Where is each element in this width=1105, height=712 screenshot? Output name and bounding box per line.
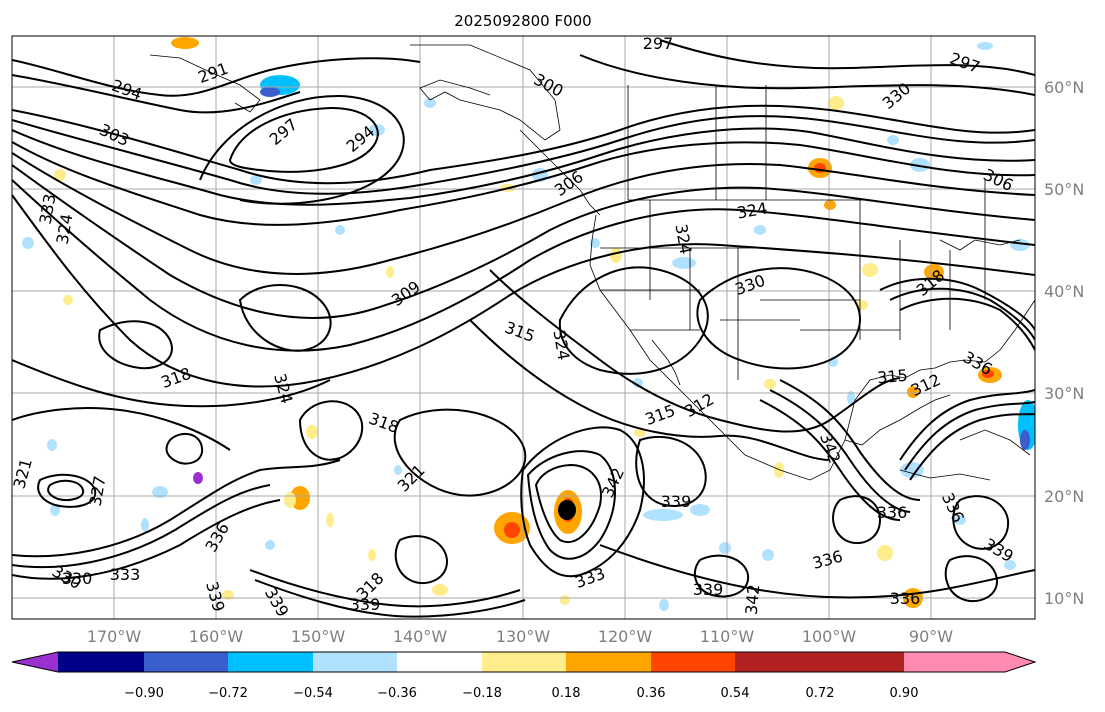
- lat-label: 30°N: [1044, 384, 1084, 403]
- contour-label: 333: [110, 565, 141, 584]
- contour-label: 339: [661, 492, 692, 511]
- colorbar-segment: [566, 652, 651, 672]
- colorbar-tick-label: −0.54: [293, 686, 333, 701]
- lat-label: 40°N: [1044, 282, 1084, 301]
- contour-label: 339: [350, 595, 381, 614]
- colorbar-outline: [11, 651, 1037, 673]
- colorbar-extend-right: [904, 652, 1035, 672]
- colorbar-tick-label: 0.18: [552, 686, 581, 701]
- colorbar-segment: [651, 652, 735, 672]
- colorbar-segment: [735, 652, 820, 672]
- plot-area: 297 291 294 300 303 297 294 333 324 309 …: [10, 34, 1035, 619]
- colorbar-tick-label: −0.18: [462, 686, 502, 701]
- contour-label: 342: [742, 583, 764, 615]
- map-frame: [11, 35, 1036, 620]
- colorbar-tick-label: −0.90: [124, 686, 164, 701]
- colorbar-segment: [820, 652, 904, 672]
- colorbar-segment: [228, 652, 313, 672]
- colorbar-segment: [313, 652, 397, 672]
- lat-label: 20°N: [1044, 487, 1084, 506]
- colorbar-tick-label: 0.90: [890, 686, 919, 701]
- map-title: 2025092800 F000: [454, 12, 591, 30]
- contour-label: 321: [10, 456, 36, 490]
- latitude-labels: 60°N 50°N 40°N 30°N 20°N 10°N: [1044, 78, 1084, 608]
- colorbar-segment: [144, 652, 228, 672]
- contour-label: 315: [876, 366, 908, 388]
- colorbar: −0.90 −0.72 −0.54 −0.36 −0.18 0.18 0.36 …: [11, 651, 1037, 701]
- contour-label: 297: [643, 34, 674, 53]
- lat-label: 60°N: [1044, 78, 1084, 97]
- lon-label: 140°W: [393, 627, 448, 646]
- lat-label: 50°N: [1044, 180, 1084, 199]
- contours: [12, 39, 1035, 618]
- colorbar-segment: [58, 652, 144, 672]
- lon-label: 130°W: [496, 627, 551, 646]
- colorbar-tick-label: −0.72: [208, 686, 248, 701]
- contour-label: 330: [62, 569, 93, 588]
- contour-label: 336: [890, 589, 921, 608]
- lat-label: 10°N: [1044, 589, 1084, 608]
- longitude-labels: 170°W 160°W 150°W 140°W 130°W 120°W 110°…: [87, 627, 953, 646]
- colorbar-tick-label: 0.54: [721, 686, 750, 701]
- colorbar-segment: [482, 652, 566, 672]
- colorbar-extend-left: [12, 652, 58, 672]
- lon-label: 160°W: [189, 627, 244, 646]
- lon-label: 90°W: [909, 627, 953, 646]
- colorbar-tick-label: −0.36: [377, 686, 417, 701]
- colorbar-segment: [397, 652, 482, 672]
- colorbar-tick-label: 0.72: [806, 686, 835, 701]
- closed-low-marker: [558, 500, 576, 520]
- lon-label: 100°W: [802, 627, 857, 646]
- colorbar-tick-label: 0.36: [637, 686, 666, 701]
- contour-label: 336: [877, 503, 908, 522]
- lon-label: 150°W: [291, 627, 346, 646]
- contour-label: 339: [693, 580, 724, 599]
- lon-label: 120°W: [598, 627, 653, 646]
- lon-label: 170°W: [87, 627, 142, 646]
- lon-label: 110°W: [700, 627, 755, 646]
